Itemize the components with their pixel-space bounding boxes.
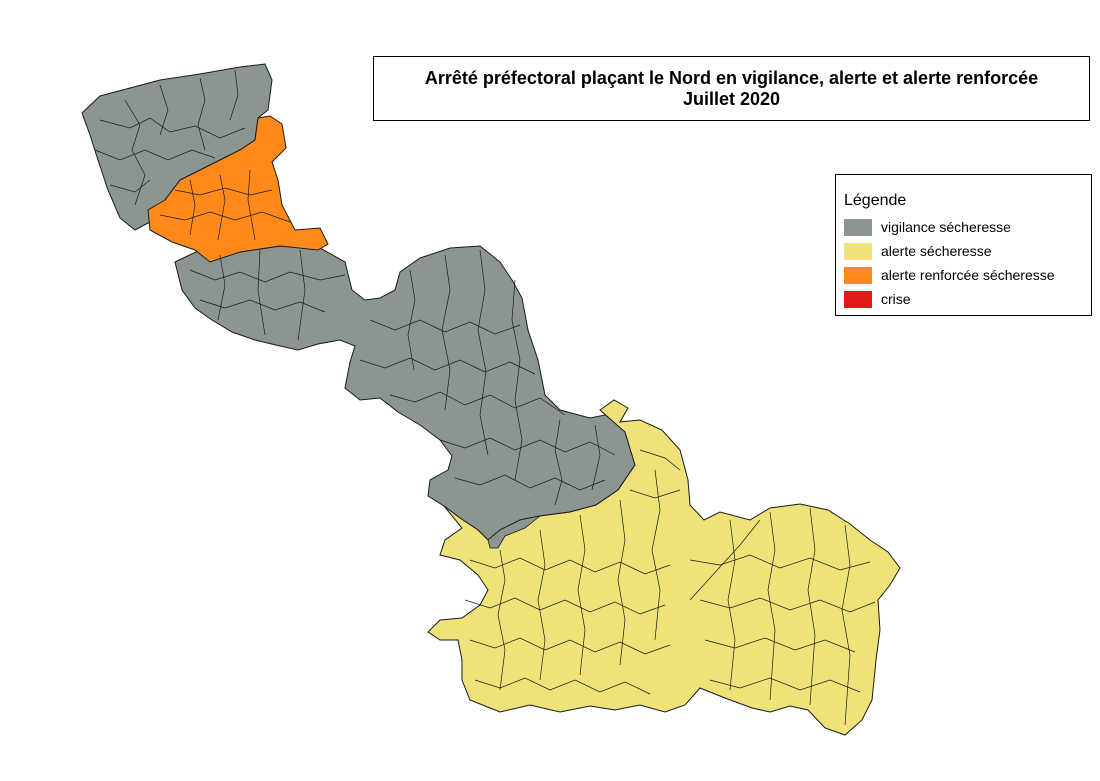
commune-boundaries [94,69,876,726]
legend-swatch-alerte [844,242,872,260]
map-title-box: Arrêté préfectoral plaçant le Nord en vi… [373,56,1090,121]
zone-vigilance-lille [174,245,636,541]
legend-item-vigilance: vigilance sécheresse [844,215,1091,239]
zone-vigilance-spur [487,515,541,549]
zone-alerte-renforcee [147,115,329,263]
legend-heading: Légende [844,192,907,209]
legend-item-crise: crise [844,287,1091,311]
legend-swatch-vigilance [844,218,872,236]
legend-swatch-crise [844,290,872,308]
legend-label-vigilance: vigilance sécheresse [881,219,1011,235]
legend-item-alerte-renforcee: alerte renforcée sécheresse [844,263,1091,287]
map-title: Arrêté préfectoral plaçant le Nord en vi… [424,67,1039,109]
legend-label-crise: crise [881,291,911,307]
legend-item-alerte: alerte sécheresse [844,239,1091,263]
legend-label-alerte-renforcee: alerte renforcée sécheresse [881,267,1055,283]
legend-swatch-alerte-renforcee [844,266,872,284]
legend: Légende vigilance sécheresse alerte séch… [835,174,1092,316]
legend-label-alerte: alerte sécheresse [881,243,992,259]
